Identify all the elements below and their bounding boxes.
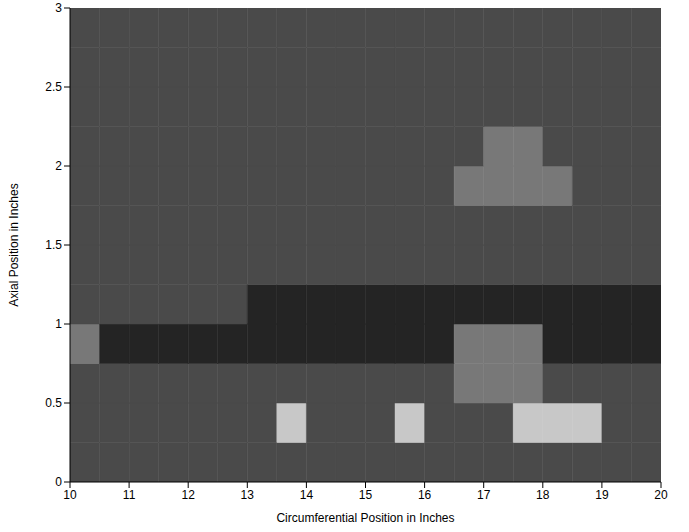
svg-text:20: 20	[654, 488, 668, 502]
svg-text:1: 1	[55, 317, 62, 331]
svg-text:18: 18	[536, 488, 550, 502]
svg-text:10: 10	[63, 488, 77, 502]
svg-text:Axial Position in Inches: Axial Position in Inches	[7, 183, 21, 306]
svg-text:0.5: 0.5	[45, 396, 62, 410]
svg-text:15: 15	[359, 488, 373, 502]
svg-text:13: 13	[241, 488, 255, 502]
svg-text:14: 14	[300, 488, 314, 502]
svg-text:11: 11	[123, 488, 136, 502]
svg-text:3: 3	[55, 1, 62, 15]
svg-text:1.5: 1.5	[45, 238, 62, 252]
svg-text:Circumferential Position in In: Circumferential Position in Inches	[276, 511, 454, 525]
svg-text:19: 19	[595, 488, 609, 502]
svg-text:12: 12	[182, 488, 196, 502]
svg-text:0: 0	[55, 475, 62, 489]
svg-text:17: 17	[477, 488, 491, 502]
svg-text:2: 2	[55, 159, 62, 173]
svg-text:16: 16	[418, 488, 432, 502]
svg-text:2.5: 2.5	[45, 80, 62, 94]
